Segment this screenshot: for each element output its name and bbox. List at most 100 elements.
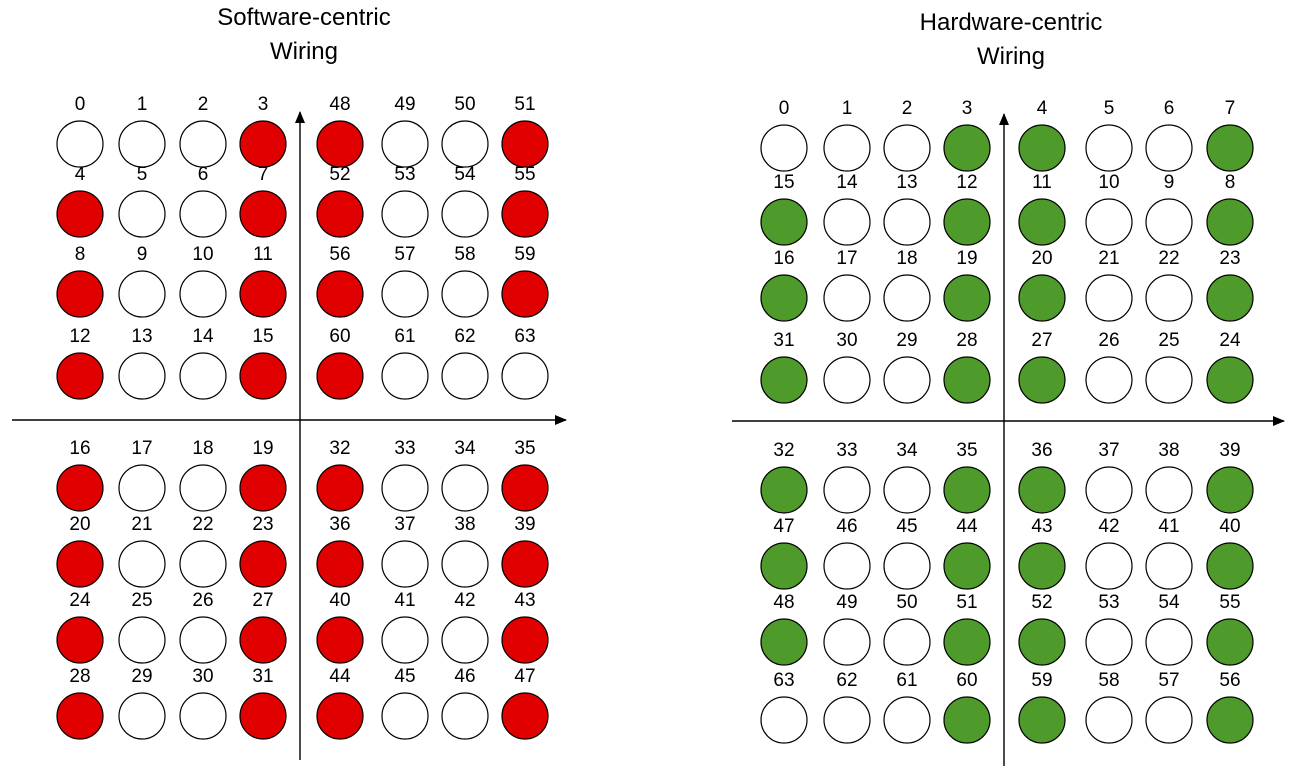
pin-circle-inactive <box>441 616 489 664</box>
pin-circle-inactive <box>1145 466 1193 514</box>
pin-circle-active <box>239 692 287 740</box>
pin-number-label: 1 <box>137 94 148 115</box>
pin-number-label: 3 <box>258 94 269 115</box>
pin-circle-inactive <box>883 124 931 172</box>
pin-circle-inactive <box>823 696 871 744</box>
pin-number-label: 23 <box>252 514 273 535</box>
pin-circle-active <box>316 270 364 318</box>
pin-circle-inactive <box>381 352 429 400</box>
pin-circle-inactive <box>179 616 227 664</box>
pin-number-label: 44 <box>329 666 351 687</box>
pin-circle-active <box>943 618 991 666</box>
pin-number-label: 50 <box>454 94 475 115</box>
pin-number-label: 59 <box>1031 670 1052 691</box>
pin-number-label: 58 <box>454 244 475 265</box>
pin-number-label: 22 <box>192 514 213 535</box>
pin-circle-active <box>239 352 287 400</box>
pin-circle-inactive <box>883 356 931 404</box>
pin-number-label: 25 <box>1158 330 1179 351</box>
pin-circle-active <box>1206 356 1254 404</box>
pin-number-label: 62 <box>454 326 475 347</box>
pin-number-label: 43 <box>1031 516 1052 537</box>
pin-circle-inactive <box>381 540 429 588</box>
pin-circle-inactive <box>823 124 871 172</box>
pin-number-label: 53 <box>1098 592 1119 613</box>
pin-circle-inactive <box>1085 696 1133 744</box>
pin-number-label: 52 <box>1031 592 1052 613</box>
pin-number-label: 46 <box>454 666 475 687</box>
pin-circle-inactive <box>1085 356 1133 404</box>
panel-title-line2: Wiring <box>977 43 1045 70</box>
pin-number-label: 38 <box>454 514 475 535</box>
pin-circle-active <box>316 692 364 740</box>
pin-circle-active <box>1018 542 1066 590</box>
pin-circle-active <box>1018 198 1066 246</box>
pin-number-label: 32 <box>329 438 350 459</box>
pin-circle-active <box>56 540 104 588</box>
pin-circle-inactive <box>823 466 871 514</box>
pin-circle-active <box>1018 356 1066 404</box>
panel-title-line1: Hardware-centric <box>920 9 1103 36</box>
pin-circle-active <box>239 540 287 588</box>
pin-number-label: 42 <box>1098 516 1119 537</box>
pin-number-label: 19 <box>956 248 977 269</box>
pin-circle-active <box>943 542 991 590</box>
pin-number-label: 7 <box>258 164 269 185</box>
pin-number-label: 10 <box>192 244 213 265</box>
pin-circle-inactive <box>381 616 429 664</box>
pin-circle-active <box>56 352 104 400</box>
pin-number-label: 17 <box>131 438 152 459</box>
pin-circle-inactive <box>1145 356 1193 404</box>
pin-number-label: 24 <box>1219 330 1241 351</box>
pin-circle-inactive <box>760 696 808 744</box>
pin-number-label: 4 <box>75 164 86 185</box>
pin-number-label: 61 <box>394 326 415 347</box>
pin-circle-active <box>1206 198 1254 246</box>
pin-number-label: 55 <box>514 164 535 185</box>
pin-circle-active <box>1018 618 1066 666</box>
pin-circle-active <box>501 616 549 664</box>
pin-number-label: 12 <box>956 172 977 193</box>
pin-number-label: 53 <box>394 164 415 185</box>
pin-number-label: 26 <box>192 590 213 611</box>
pin-circle-active <box>239 190 287 238</box>
pin-circle-inactive <box>179 692 227 740</box>
pin-number-label: 5 <box>1104 98 1115 119</box>
pin-circle-active <box>239 270 287 318</box>
pin-number-label: 37 <box>394 514 415 535</box>
pin-circle-active <box>1206 542 1254 590</box>
pin-number-label: 35 <box>514 438 535 459</box>
pin-circle-inactive <box>1085 274 1133 322</box>
pin-number-label: 41 <box>1158 516 1179 537</box>
pin-circle-active <box>501 190 549 238</box>
pin-circle-active <box>1206 618 1254 666</box>
pin-circle-inactive <box>883 542 931 590</box>
pin-number-label: 33 <box>836 440 857 461</box>
pin-circle-inactive <box>441 270 489 318</box>
pin-number-label: 2 <box>198 94 209 115</box>
pin-circle-inactive <box>118 270 166 318</box>
pin-number-label: 8 <box>75 244 86 265</box>
pin-number-label: 32 <box>773 440 794 461</box>
pin-number-label: 9 <box>1164 172 1175 193</box>
pin-circle-inactive <box>118 464 166 512</box>
pin-circle-active <box>239 120 287 168</box>
pin-number-label: 46 <box>836 516 857 537</box>
pin-circle-inactive <box>501 352 549 400</box>
pin-number-label: 14 <box>192 326 214 347</box>
pin-circle-inactive <box>1085 124 1133 172</box>
pin-number-label: 0 <box>779 98 790 119</box>
pin-number-label: 60 <box>329 326 350 347</box>
pin-circle-active <box>1206 696 1254 744</box>
pin-circle-inactive <box>1085 466 1133 514</box>
pin-number-label: 35 <box>956 440 977 461</box>
pin-number-label: 49 <box>836 592 857 613</box>
pin-circle-inactive <box>179 120 227 168</box>
pin-circle-active <box>1206 124 1254 172</box>
pin-circle-active <box>501 270 549 318</box>
pin-number-label: 9 <box>137 244 148 265</box>
pin-circle-inactive <box>118 190 166 238</box>
pin-circle-active <box>760 618 808 666</box>
pin-number-label: 29 <box>896 330 917 351</box>
pin-number-label: 47 <box>773 516 794 537</box>
